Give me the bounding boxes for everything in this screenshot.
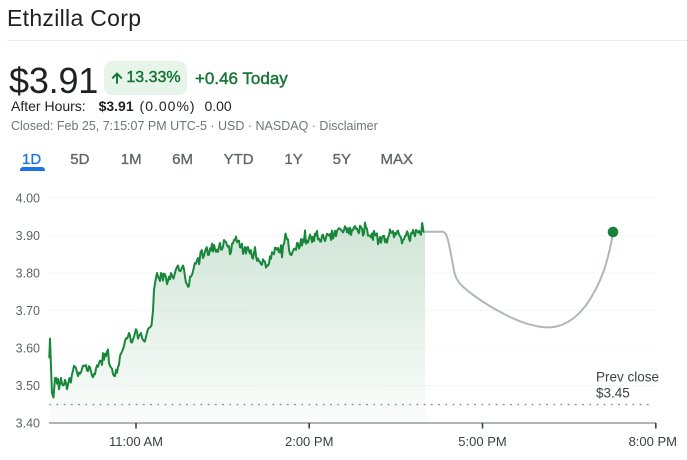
svg-text:3.90: 3.90 bbox=[16, 229, 40, 243]
svg-text:3.40: 3.40 bbox=[16, 417, 40, 431]
svg-text:3.70: 3.70 bbox=[16, 304, 40, 318]
svg-text:3.50: 3.50 bbox=[16, 379, 40, 393]
svg-text:11:00 AM: 11:00 AM bbox=[109, 434, 163, 449]
svg-text:8:00 PM: 8:00 PM bbox=[629, 434, 677, 449]
svg-text:Prev close: Prev close bbox=[596, 370, 659, 385]
svg-text:4.00: 4.00 bbox=[16, 192, 40, 206]
svg-text:$3.45: $3.45 bbox=[596, 386, 630, 401]
svg-text:2:00 PM: 2:00 PM bbox=[285, 434, 333, 449]
svg-text:5:00 PM: 5:00 PM bbox=[458, 434, 506, 449]
svg-text:3.80: 3.80 bbox=[16, 267, 40, 281]
svg-text:3.60: 3.60 bbox=[16, 342, 40, 356]
